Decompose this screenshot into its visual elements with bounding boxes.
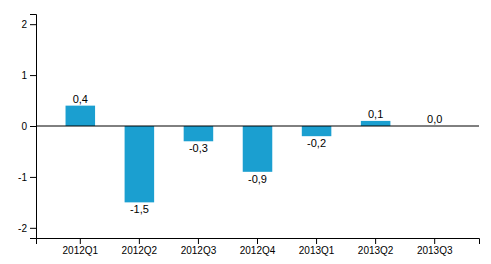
x-axis-line (37, 239, 480, 245)
y-tick-label: -1 (18, 172, 27, 183)
x-tick-label: 2013Q2 (358, 245, 394, 256)
y-tick-mark (30, 75, 36, 76)
plot-area (66, 106, 391, 203)
x-tick: 2012Q3 (181, 238, 217, 256)
data-label: -0,3 (189, 142, 208, 154)
x-tick-mark (375, 238, 376, 244)
x-tick-mark (257, 238, 258, 244)
y-tick-mark (30, 126, 36, 127)
y-tick-label: 2 (21, 19, 27, 30)
x-tick-label: 2012Q2 (122, 245, 158, 256)
x-tick-label: 2012Q1 (63, 245, 99, 256)
x-tick-label: 2013Q1 (299, 245, 335, 256)
y-tick: 2 (21, 19, 36, 30)
y-tick-mark (30, 177, 36, 178)
x-tick: 2012Q4 (240, 238, 276, 256)
y-tick-mark (30, 24, 36, 25)
x-tick: 2013Q2 (358, 238, 394, 256)
y-tick-label: 0 (21, 121, 27, 132)
y-tick: 0 (21, 121, 36, 132)
x-tick-mark (80, 238, 81, 244)
y-tick-mark (30, 228, 36, 229)
data-label: 0,4 (73, 93, 88, 105)
y-axis-line (30, 15, 37, 239)
x-tick-label: 2013Q3 (417, 245, 453, 256)
y-axis: -2 -1 0 1 2 (18, 15, 36, 239)
zero-line (36, 126, 479, 127)
chart-svg: -2-10122012Q12012Q22012Q32012Q42013Q1201… (0, 0, 491, 264)
data-labels: 0,4 -1,5 -0,3 -0,9 -0,2 0,1 0,0 (73, 93, 443, 216)
x-tick-mark (198, 238, 199, 244)
y-tick: 1 (21, 70, 36, 81)
x-tick: 2013Q1 (299, 238, 335, 256)
x-tick: 2013Q3 (417, 238, 453, 256)
x-tick: 2012Q2 (122, 238, 158, 256)
bar (66, 106, 96, 126)
data-label: 0,0 (427, 113, 442, 125)
bar (184, 126, 214, 141)
x-tick-mark (434, 238, 435, 244)
x-tick-mark (316, 238, 317, 244)
data-label: 0,1 (368, 108, 383, 120)
data-label: -0,2 (307, 137, 326, 149)
chart-container: -2-10122012Q12012Q22012Q32012Q42013Q1201… (0, 0, 491, 264)
bar (243, 126, 273, 172)
bar (302, 126, 332, 136)
x-axis: 2012Q1 2012Q2 2012Q3 2012Q4 2013Q1 2013Q2 2013… (37, 238, 480, 256)
data-label: -0,9 (248, 173, 267, 185)
y-tick-label: 1 (21, 70, 27, 81)
bar (361, 121, 391, 126)
x-tick: 2012Q1 (63, 238, 99, 256)
bar (125, 126, 155, 202)
y-tick-label: -2 (18, 223, 27, 234)
x-tick-mark (139, 238, 140, 244)
y-tick: -2 (18, 223, 36, 234)
x-tick-label: 2012Q4 (240, 245, 276, 256)
y-tick: -1 (18, 172, 36, 183)
data-label: -1,5 (130, 203, 149, 215)
x-tick-label: 2012Q3 (181, 245, 217, 256)
